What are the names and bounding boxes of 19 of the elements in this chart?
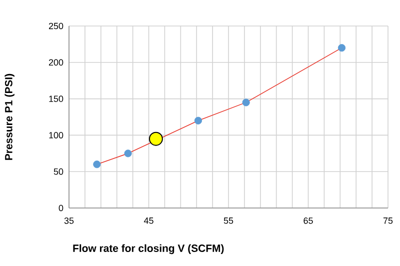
y-tick-label: 200 — [48, 59, 64, 66]
point — [242, 98, 250, 106]
x-tick-label: 45 — [144, 218, 154, 224]
x-tick-label: 65 — [304, 218, 313, 224]
y-tick-label: 100 — [49, 132, 64, 138]
y-tick-label: 0 — [58, 204, 64, 212]
point — [338, 44, 346, 52]
x-tick-label: 35 — [64, 218, 74, 224]
y-tick-label: 150 — [49, 96, 64, 102]
y-axis-title: Pressure P1 (PSI) — [4, 74, 14, 160]
y-tick-label: 50 — [54, 168, 64, 175]
x-tick-label: 55 — [224, 218, 234, 224]
point — [148, 132, 163, 146]
point — [124, 150, 132, 158]
point — [93, 160, 101, 168]
x-tick-label: 75 — [383, 218, 393, 224]
point — [194, 116, 202, 124]
y-tick-label: 250 — [48, 22, 64, 30]
x-axis-title: Flow rate for closing V (SCFM) — [73, 244, 224, 254]
